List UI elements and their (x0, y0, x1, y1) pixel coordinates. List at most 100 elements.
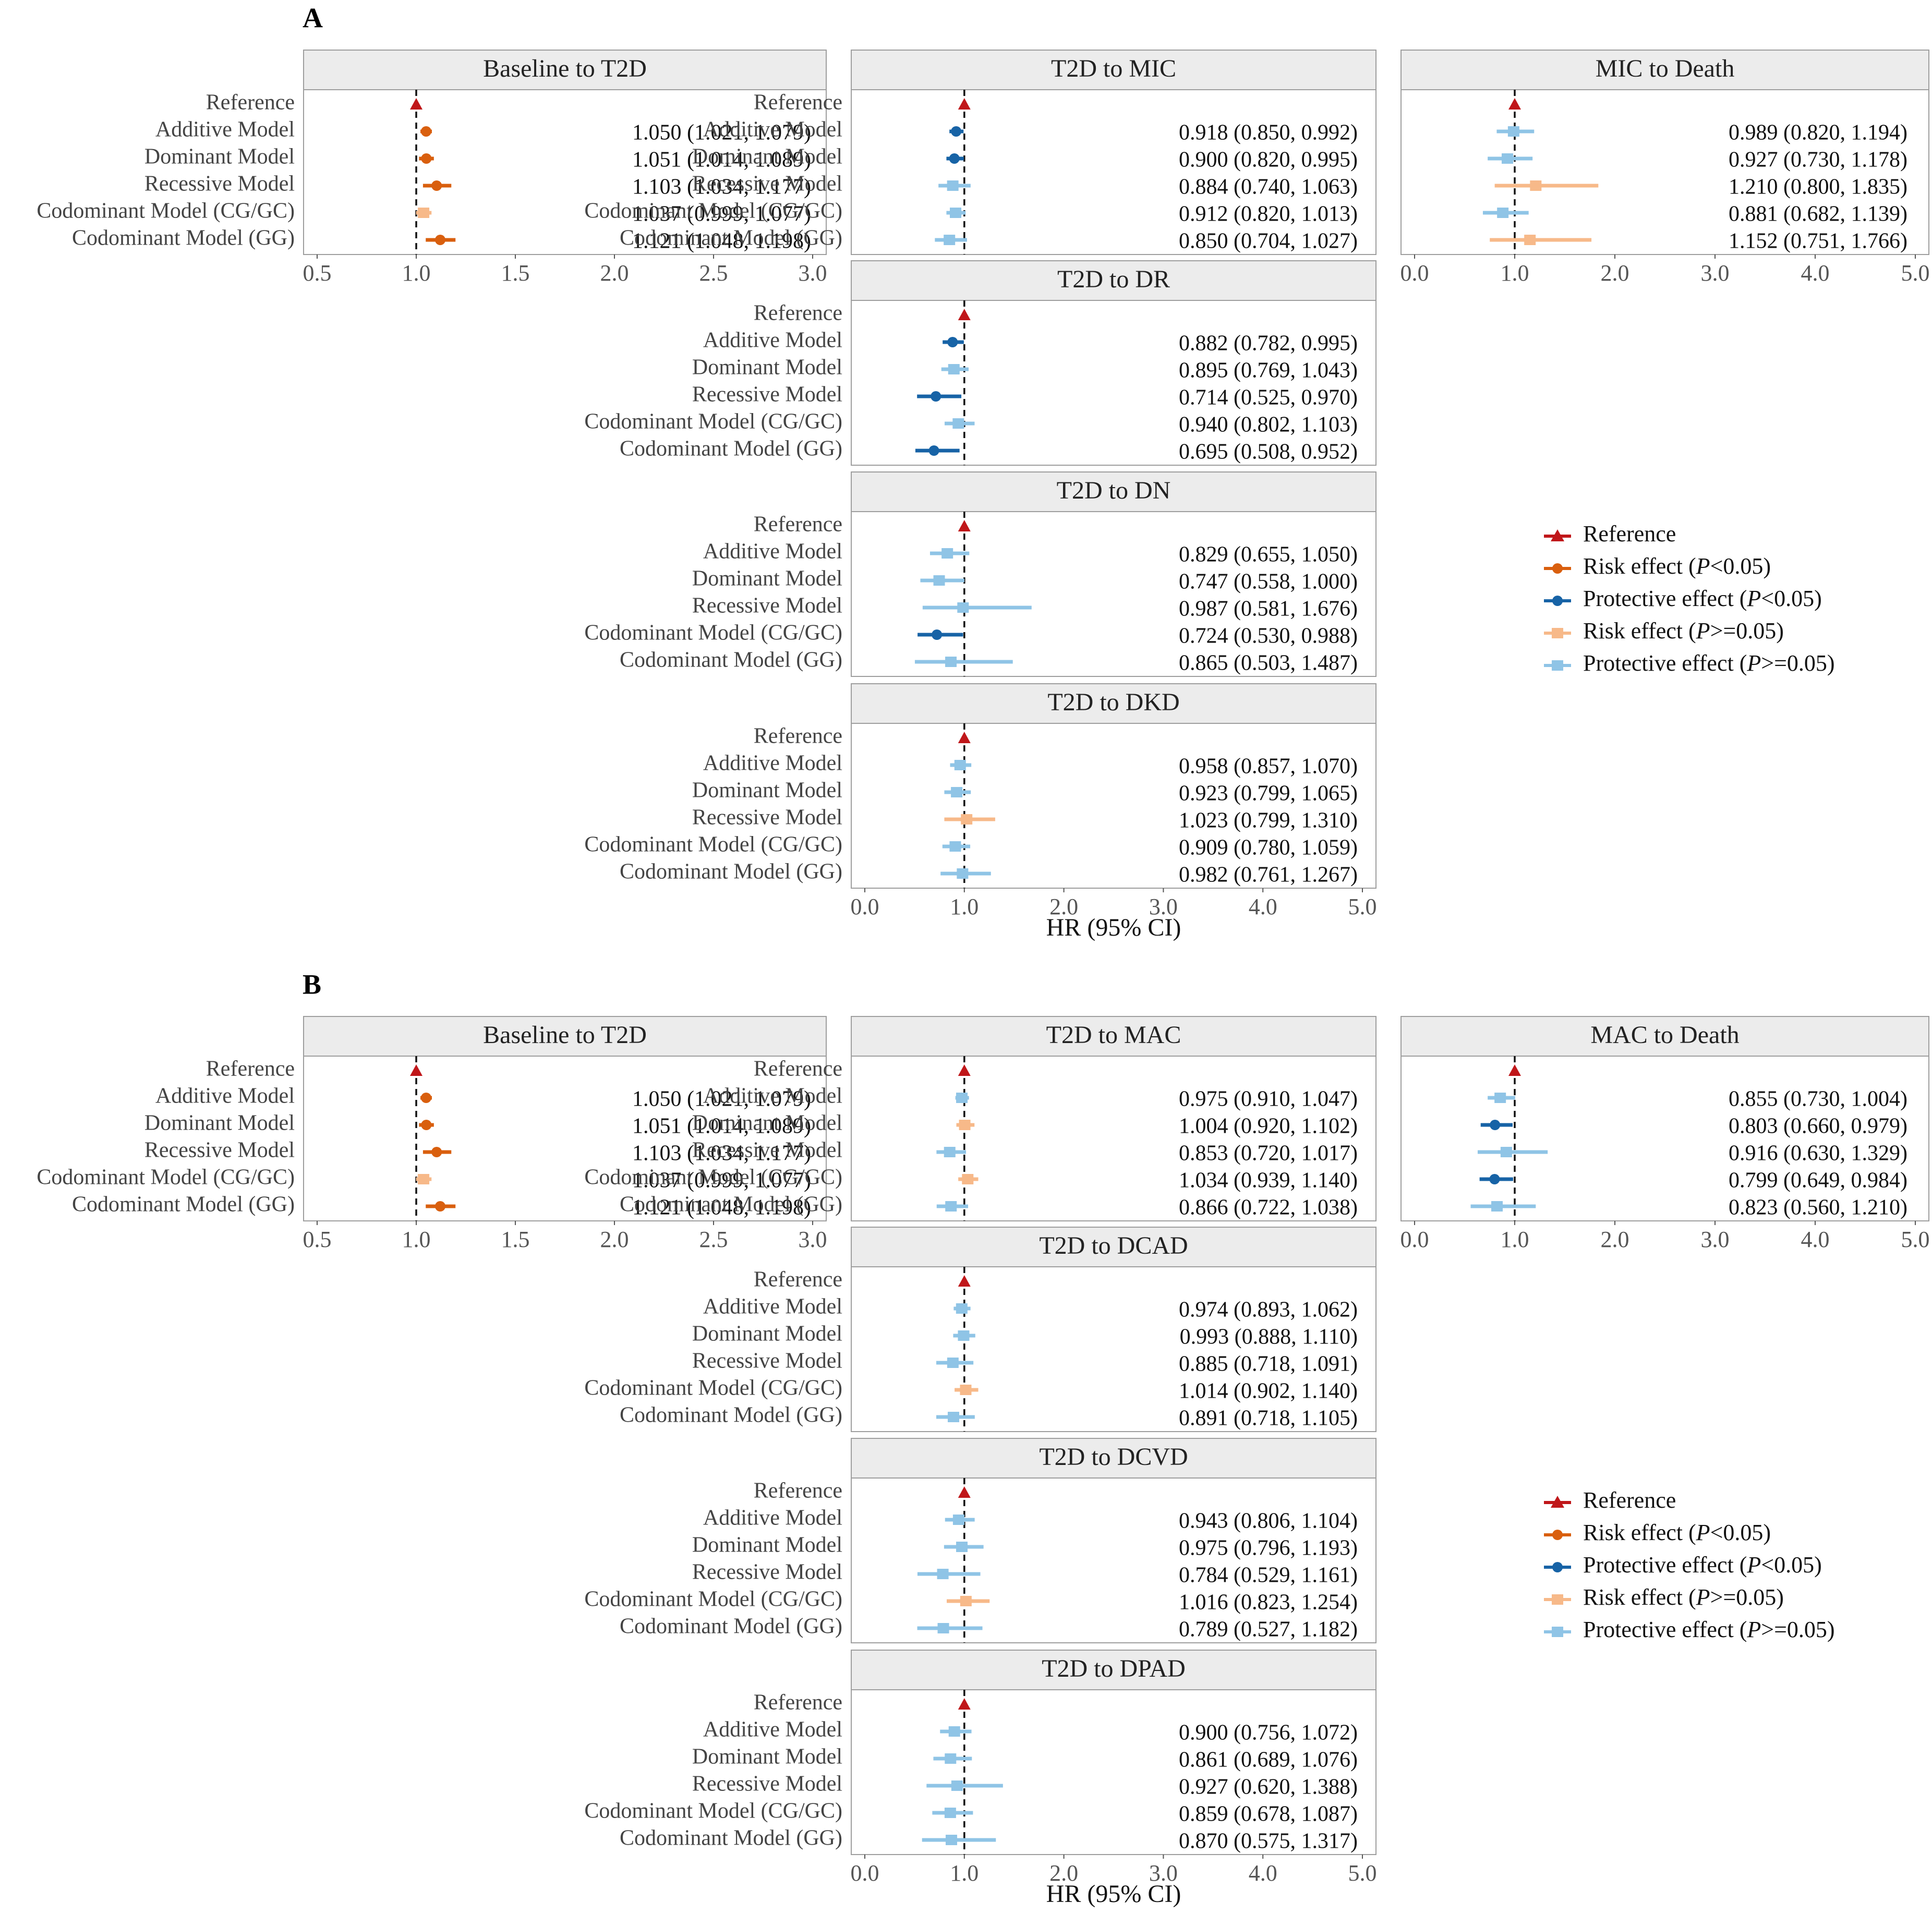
facet-plot-area (851, 1689, 1376, 1855)
row-label: Codominant Model (CG/GC) (37, 1166, 295, 1190)
point-marker (945, 1835, 957, 1845)
hr-value-text: 1.051 (1.014, 1.089) (632, 148, 811, 172)
axis-tick-label: 2.0 (600, 260, 629, 286)
legend: Reference Risk effect (P<0.05) Protective … (1544, 521, 1835, 676)
row-label: Recessive Model (692, 172, 842, 196)
hr-value-text: 0.993 (0.888, 1.110) (1180, 1325, 1358, 1349)
facet-plot-area (851, 1266, 1376, 1432)
point-marker (421, 1093, 431, 1103)
legend-key-square (1552, 628, 1563, 638)
point-marker (952, 418, 964, 429)
facet-title: T2D to DR (1057, 265, 1170, 293)
hr-value-text: 1.050 (1.021, 1.079) (632, 1087, 811, 1111)
x-axis-title: HR (95% CI) (1046, 914, 1181, 941)
row-label: Reference (754, 91, 842, 115)
hr-value-text: 0.916 (0.630, 1.329) (1729, 1142, 1907, 1166)
row-label: Codominant Model (GG) (620, 1403, 842, 1427)
hr-value-text: 0.850 (0.704, 1.027) (1179, 229, 1358, 253)
point-marker (1524, 235, 1536, 245)
x-axis-title: HR (95% CI) (1046, 1880, 1181, 1908)
hr-value-text: 0.927 (0.730, 1.178) (1729, 148, 1907, 172)
point-marker (928, 445, 939, 456)
point-marker (1530, 180, 1542, 191)
point-marker (956, 1542, 968, 1552)
row-label: Dominant Model (144, 1111, 295, 1135)
legend-key-square (1552, 1627, 1563, 1637)
point-marker (418, 208, 430, 218)
point-marker (958, 1330, 970, 1341)
axis-tick-label: 3.0 (1149, 1860, 1178, 1886)
facet-panel: T2D to DN Reference 0.829 (0.655, 1.050) Ad… (584, 471, 1376, 677)
legend-key-circle (1552, 563, 1563, 574)
hr-value-text: 1.121 (1.048, 1.198) (632, 229, 811, 253)
row-label: Reference (754, 1479, 842, 1503)
hr-value-text: 0.724 (0.530, 0.988) (1179, 624, 1358, 648)
facet-title: T2D to DCVD (1039, 1443, 1188, 1471)
point-marker (421, 153, 432, 164)
axis-tick-label: 2.0 (1601, 1227, 1629, 1252)
facet-title: T2D to DN (1057, 477, 1171, 504)
hr-value-text: 0.958 (0.857, 1.070) (1179, 755, 1358, 779)
legend-label: Protective effect (P<0.05) (1583, 586, 1822, 611)
row-label: Recessive Model (692, 1772, 842, 1796)
hr-value-text: 0.853 (0.720, 1.017) (1179, 1142, 1358, 1166)
facet-panel: T2D to DR Reference 0.882 (0.782, 0.995) Ad… (584, 260, 1376, 466)
axis-tick-label: 4.0 (1249, 1860, 1277, 1886)
axis-tick-label: 3.0 (799, 1227, 827, 1252)
row-label: Dominant Model (692, 356, 842, 380)
hr-value-text: 0.855 (0.730, 1.004) (1729, 1087, 1907, 1111)
facet-title: T2D to DCAD (1039, 1232, 1188, 1259)
hr-value-text: 1.037 (0.999, 1.077) (632, 202, 811, 226)
row-label: Codominant Model (CG/GC) (37, 199, 295, 223)
reference-triangle (410, 98, 422, 110)
point-marker (1491, 1201, 1503, 1212)
hr-value-text: 0.975 (0.910, 1.047) (1179, 1087, 1358, 1111)
point-marker (950, 208, 962, 218)
row-label: Codominant Model (CG/GC) (584, 199, 842, 223)
legend-label: Risk effect (P>=0.05) (1583, 1584, 1784, 1610)
facet-strip (851, 260, 1376, 301)
point-marker (1500, 1147, 1512, 1157)
row-label: Additive Model (703, 752, 842, 776)
facet-title: Baseline to T2D (483, 1021, 647, 1049)
row-label: Codominant Model (CG/GC) (584, 410, 842, 434)
point-marker (945, 1753, 957, 1764)
point-marker (956, 1303, 968, 1314)
point-marker (421, 1120, 432, 1130)
hr-value-text: 0.799 (0.649, 0.984) (1729, 1169, 1907, 1193)
hr-value-text: 0.865 (0.503, 1.487) (1179, 651, 1358, 675)
facet-strip (1400, 1016, 1929, 1057)
axis-tick-label: 5.0 (1348, 1860, 1377, 1886)
hr-value-text: 1.103 (1.034, 1.177) (632, 175, 811, 199)
point-marker (1507, 126, 1519, 137)
hr-value-text: 0.943 (0.806, 1.104) (1179, 1509, 1358, 1533)
hr-value-text: 0.891 (0.718, 1.105) (1179, 1407, 1358, 1431)
row-label: Recessive Model (144, 172, 295, 196)
facet-plot-area (851, 300, 1376, 466)
legend-key-circle (1552, 596, 1563, 606)
point-marker (931, 391, 941, 402)
point-marker (962, 1174, 974, 1184)
axis-tick-label: 0.5 (303, 260, 332, 286)
facet-strip (851, 50, 1376, 90)
facet-strip (1400, 50, 1929, 90)
facet-panel: T2D to MIC Reference 0.918 (0.850, 0.992) A… (584, 50, 1376, 255)
row-label: Codominant Model (CG/GC) (584, 1376, 842, 1400)
row-label: Reference (206, 1057, 295, 1081)
facet-plot-area (1400, 1056, 1929, 1221)
panel-letter: B (303, 968, 321, 1000)
row-label: Recessive Model (144, 1138, 295, 1162)
point-marker (421, 126, 431, 137)
point-marker (960, 1596, 972, 1606)
row-label: Additive Model (703, 1084, 842, 1108)
facet-plot-area (303, 89, 827, 255)
panel-letter: A (303, 2, 323, 33)
point-marker (948, 1726, 960, 1737)
hr-value-text: 0.829 (0.655, 1.050) (1179, 543, 1358, 567)
facet-strip (851, 683, 1376, 724)
legend-label: Risk effect (P>=0.05) (1583, 618, 1784, 644)
point-marker (1494, 1093, 1506, 1103)
legend-key-triangle (1551, 1496, 1564, 1508)
row-label: Reference (754, 1691, 842, 1715)
row-label: Dominant Model (692, 1111, 842, 1135)
